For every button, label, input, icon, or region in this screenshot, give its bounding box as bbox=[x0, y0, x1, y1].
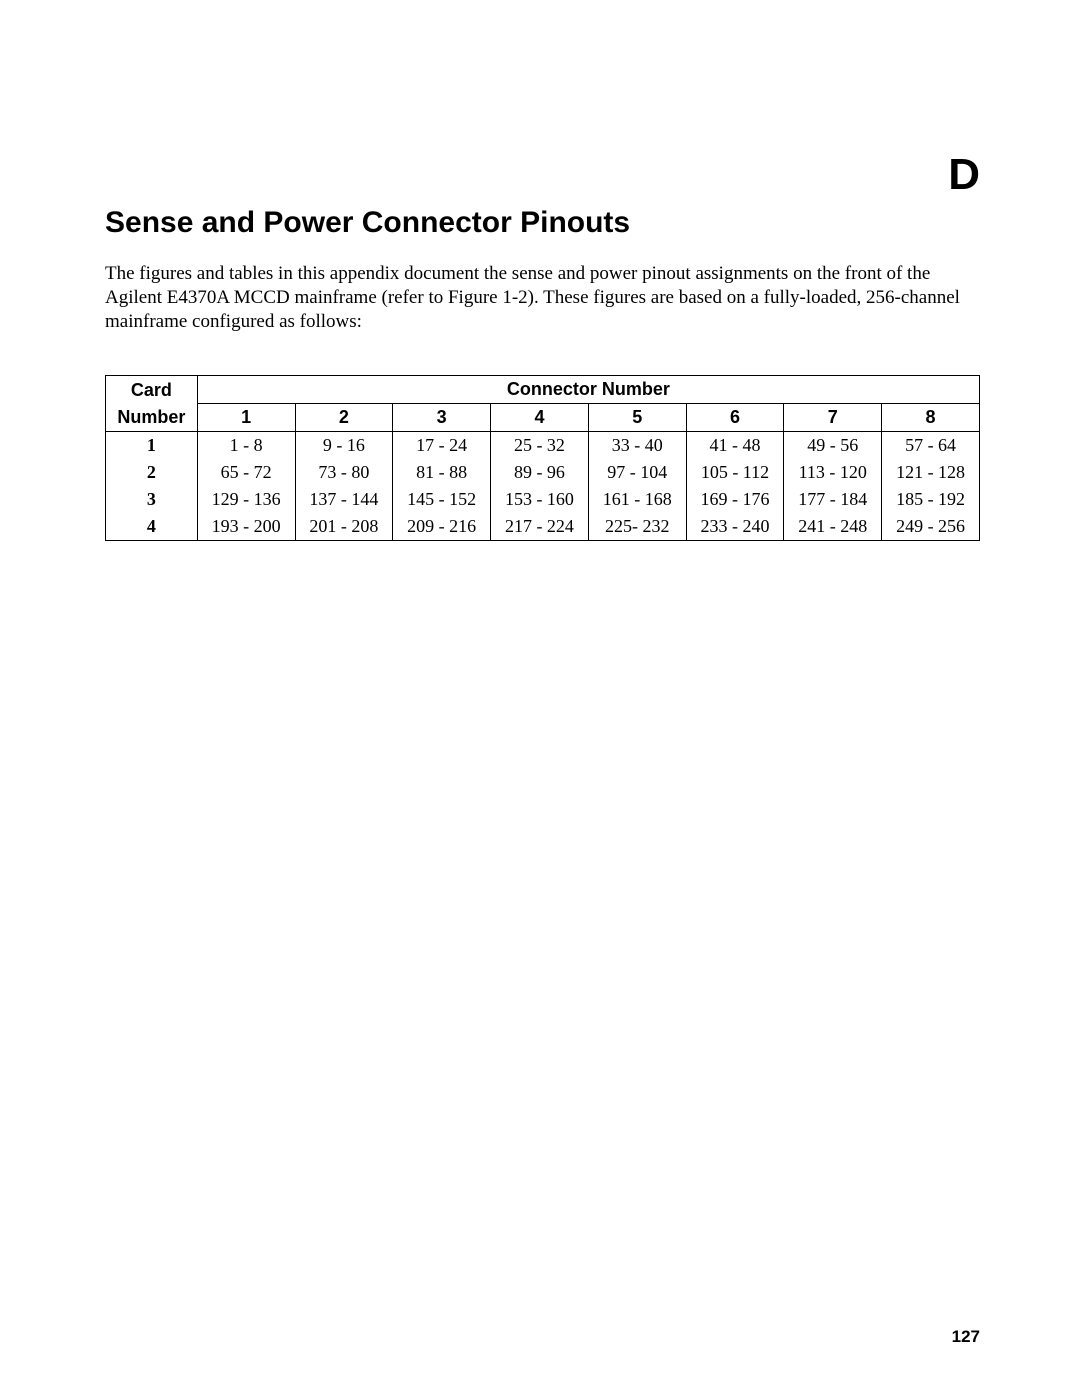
table-header-row-1: Card Connector Number bbox=[106, 376, 980, 404]
table-cell: 185 - 192 bbox=[882, 486, 980, 513]
table-cell: 25 - 32 bbox=[491, 432, 589, 460]
table-cell: 97 - 104 bbox=[588, 459, 686, 486]
table-cell: 169 - 176 bbox=[686, 486, 784, 513]
table-cell: 81 - 88 bbox=[393, 459, 491, 486]
table-cell: 9 - 16 bbox=[295, 432, 393, 460]
header-col-1: 1 bbox=[197, 404, 295, 432]
table-cell: 113 - 120 bbox=[784, 459, 882, 486]
table-cell: 161 - 168 bbox=[588, 486, 686, 513]
table-cell: 137 - 144 bbox=[295, 486, 393, 513]
table-header: Card Connector Number Number 1 2 3 4 5 6… bbox=[106, 376, 980, 432]
table-body: 1 1 - 8 9 - 16 17 - 24 25 - 32 33 - 40 4… bbox=[106, 432, 980, 541]
table-row: 4 193 - 200 201 - 208 209 - 216 217 - 22… bbox=[106, 513, 980, 541]
table-cell: 129 - 136 bbox=[197, 486, 295, 513]
row-label: 3 bbox=[106, 486, 198, 513]
header-col-5: 5 bbox=[588, 404, 686, 432]
table-cell: 89 - 96 bbox=[491, 459, 589, 486]
table-row: 3 129 - 136 137 - 144 145 - 152 153 - 16… bbox=[106, 486, 980, 513]
table-cell: 177 - 184 bbox=[784, 486, 882, 513]
table-cell: 249 - 256 bbox=[882, 513, 980, 541]
table-cell: 49 - 56 bbox=[784, 432, 882, 460]
table-cell: 33 - 40 bbox=[588, 432, 686, 460]
table-cell: 217 - 224 bbox=[491, 513, 589, 541]
table-cell: 193 - 200 bbox=[197, 513, 295, 541]
header-col-6: 6 bbox=[686, 404, 784, 432]
table-cell: 65 - 72 bbox=[197, 459, 295, 486]
table-cell: 1 - 8 bbox=[197, 432, 295, 460]
header-col-2: 2 bbox=[295, 404, 393, 432]
header-number: Number bbox=[106, 404, 198, 432]
header-col-7: 7 bbox=[784, 404, 882, 432]
table-cell: 57 - 64 bbox=[882, 432, 980, 460]
appendix-letter: D bbox=[105, 150, 980, 200]
section-title: Sense and Power Connector Pinouts bbox=[105, 206, 980, 240]
table-cell: 153 - 160 bbox=[491, 486, 589, 513]
table-cell: 17 - 24 bbox=[393, 432, 491, 460]
table-cell: 41 - 48 bbox=[686, 432, 784, 460]
header-card: Card bbox=[106, 376, 198, 404]
intro-paragraph: The figures and tables in this appendix … bbox=[105, 262, 980, 333]
row-label: 2 bbox=[106, 459, 198, 486]
table-cell: 233 - 240 bbox=[686, 513, 784, 541]
table-cell: 201 - 208 bbox=[295, 513, 393, 541]
row-label: 1 bbox=[106, 432, 198, 460]
header-col-4: 4 bbox=[491, 404, 589, 432]
header-connector: Connector Number bbox=[197, 376, 979, 404]
row-label: 4 bbox=[106, 513, 198, 541]
table-cell: 105 - 112 bbox=[686, 459, 784, 486]
header-col-3: 3 bbox=[393, 404, 491, 432]
table-cell: 73 - 80 bbox=[295, 459, 393, 486]
table-header-row-2: Number 1 2 3 4 5 6 7 8 bbox=[106, 404, 980, 432]
table-cell: 241 - 248 bbox=[784, 513, 882, 541]
table-row: 2 65 - 72 73 - 80 81 - 88 89 - 96 97 - 1… bbox=[106, 459, 980, 486]
header-col-8: 8 bbox=[882, 404, 980, 432]
table-row: 1 1 - 8 9 - 16 17 - 24 25 - 32 33 - 40 4… bbox=[106, 432, 980, 460]
table-cell: 121 - 128 bbox=[882, 459, 980, 486]
pinout-table: Card Connector Number Number 1 2 3 4 5 6… bbox=[105, 375, 980, 541]
table-cell: 145 - 152 bbox=[393, 486, 491, 513]
page-number: 127 bbox=[952, 1327, 980, 1347]
table-cell: 225- 232 bbox=[588, 513, 686, 541]
table-cell: 209 - 216 bbox=[393, 513, 491, 541]
document-page: D Sense and Power Connector Pinouts The … bbox=[0, 0, 1080, 1397]
